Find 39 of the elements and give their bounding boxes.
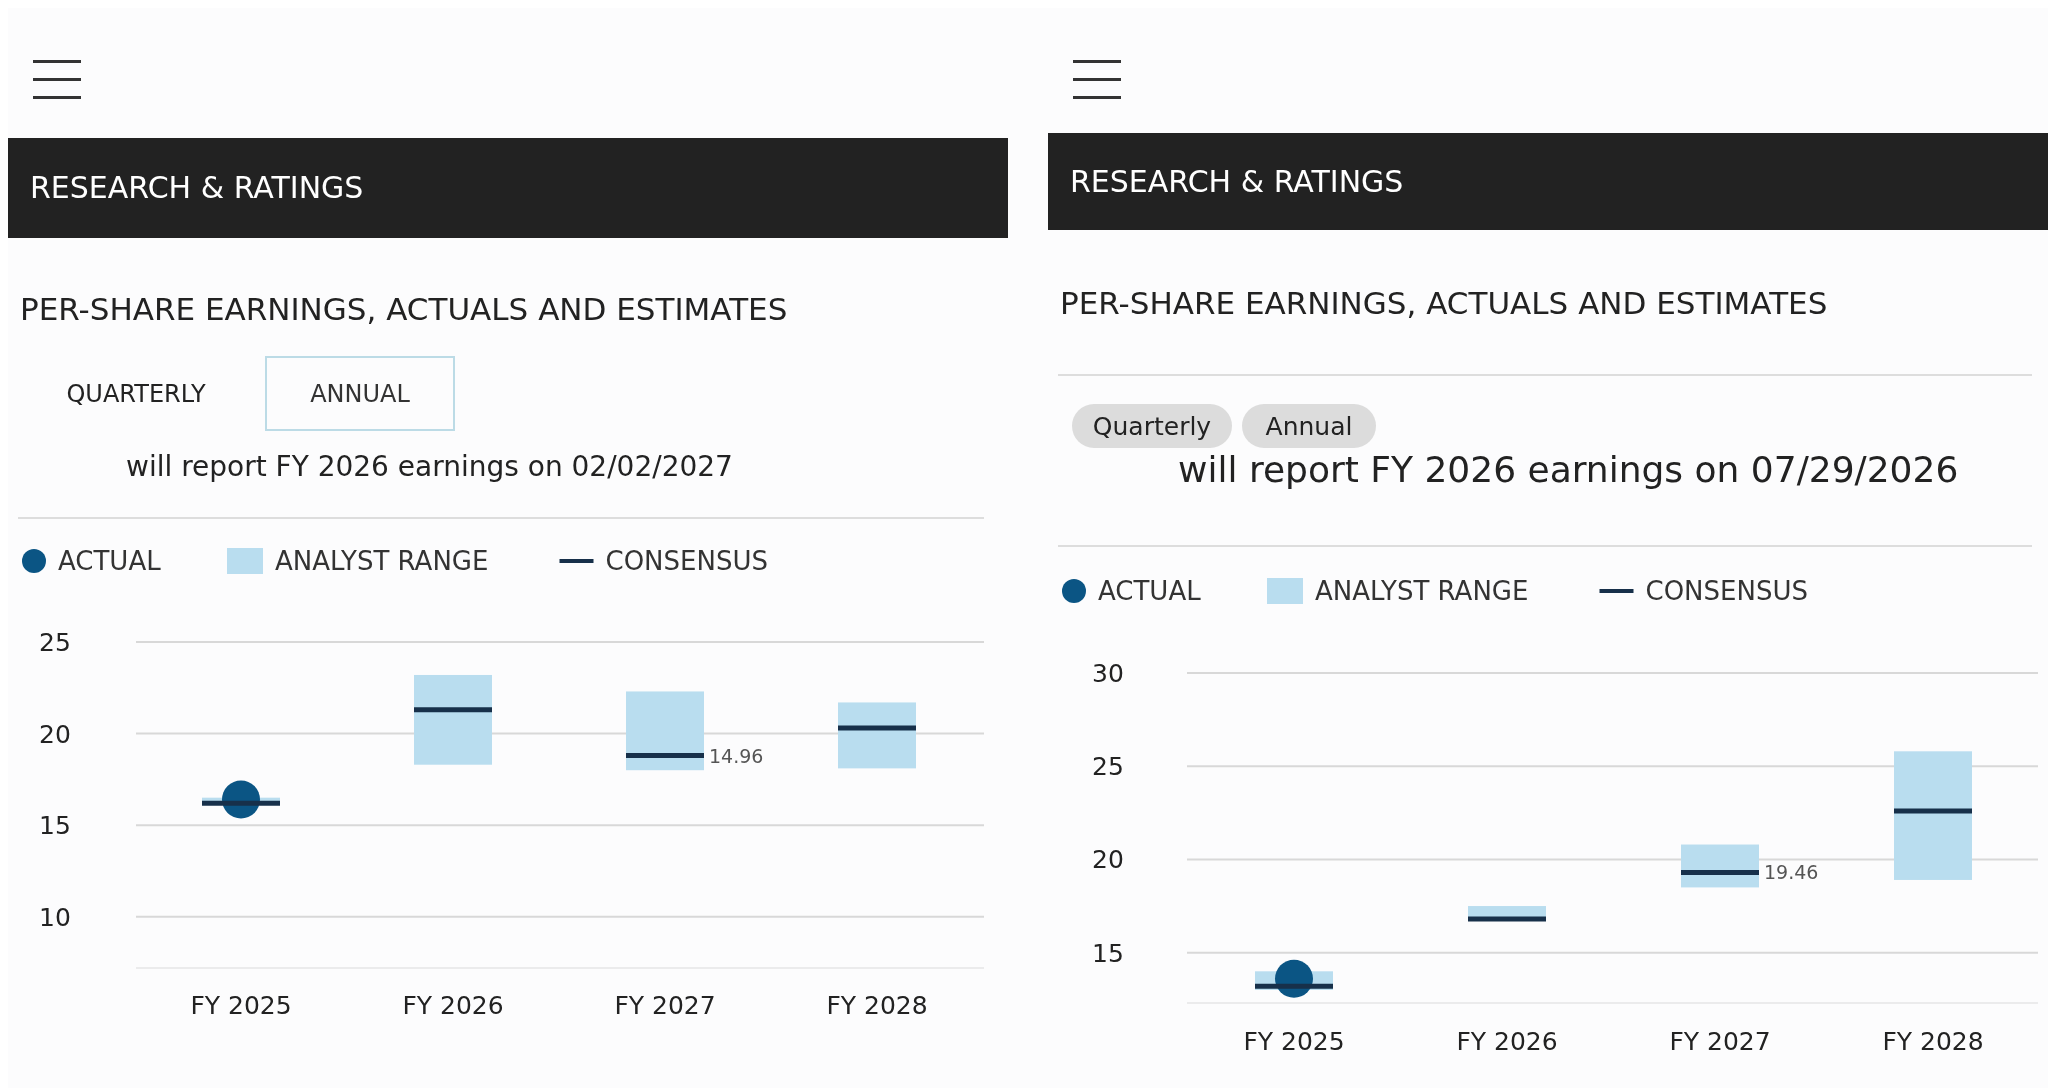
- chart-title: PER-SHARE EARNINGS, ACTUALS AND ESTIMATES: [20, 291, 788, 327]
- legend-label: ACTUAL: [58, 546, 162, 576]
- y-tick-label: 15: [1092, 938, 1124, 968]
- y-tick-label: 15: [39, 811, 71, 841]
- x-tick-label: FY 2025: [1243, 1027, 1345, 1056]
- legend-label: CONSENSUS: [605, 546, 768, 576]
- legend-label: ANALYST RANGE: [1315, 576, 1529, 606]
- y-tick-label: 30: [1092, 659, 1124, 688]
- x-tick-label: FY 2025: [190, 991, 292, 1020]
- bar: [414, 674, 492, 765]
- bar: [1894, 751, 1972, 880]
- annotation: 14.96: [709, 744, 764, 767]
- legend-label: ANALYST RANGE: [275, 546, 489, 576]
- text: Annual: [1265, 412, 1353, 441]
- y-tick-label: 20: [39, 719, 71, 749]
- x-tick-label: FY 2028: [826, 991, 928, 1020]
- x-tick-label: FY 2028: [1882, 1027, 1984, 1056]
- chart-title: PER-SHARE EARNINGS, ACTUALS AND ESTIMATES: [1060, 285, 1828, 321]
- y-tick-label: 10: [39, 902, 71, 932]
- x-tick-label: FY 2026: [1456, 1027, 1558, 1056]
- bar: [838, 702, 916, 769]
- text: RESEARCH & RATINGS: [1070, 163, 1404, 199]
- text: RESEARCH & RATINGS: [30, 170, 364, 205]
- chart-subtitle: will report FY 2026 earnings on 02/02/2027: [126, 450, 733, 483]
- text: QUARTERLY: [66, 380, 206, 408]
- annotation: 19.46: [1764, 861, 1819, 884]
- x-tick-label: FY 2027: [614, 991, 716, 1020]
- text: Quarterly: [1092, 412, 1212, 441]
- y-tick-label: 25: [39, 628, 71, 657]
- bar: [626, 691, 704, 771]
- bar: [1681, 844, 1759, 888]
- chart-subtitle: will report FY 2026 earnings on 07/29/2026: [1178, 449, 1959, 490]
- x-tick-label: FY 2027: [1669, 1027, 1771, 1056]
- legend-label: ACTUAL: [1098, 576, 1202, 606]
- x-tick-label: FY 2026: [402, 991, 504, 1020]
- legend-label: CONSENSUS: [1645, 576, 1808, 606]
- text: ANNUAL: [310, 380, 411, 408]
- y-tick-label: 25: [1092, 752, 1124, 782]
- y-tick-label: 20: [1092, 845, 1124, 875]
